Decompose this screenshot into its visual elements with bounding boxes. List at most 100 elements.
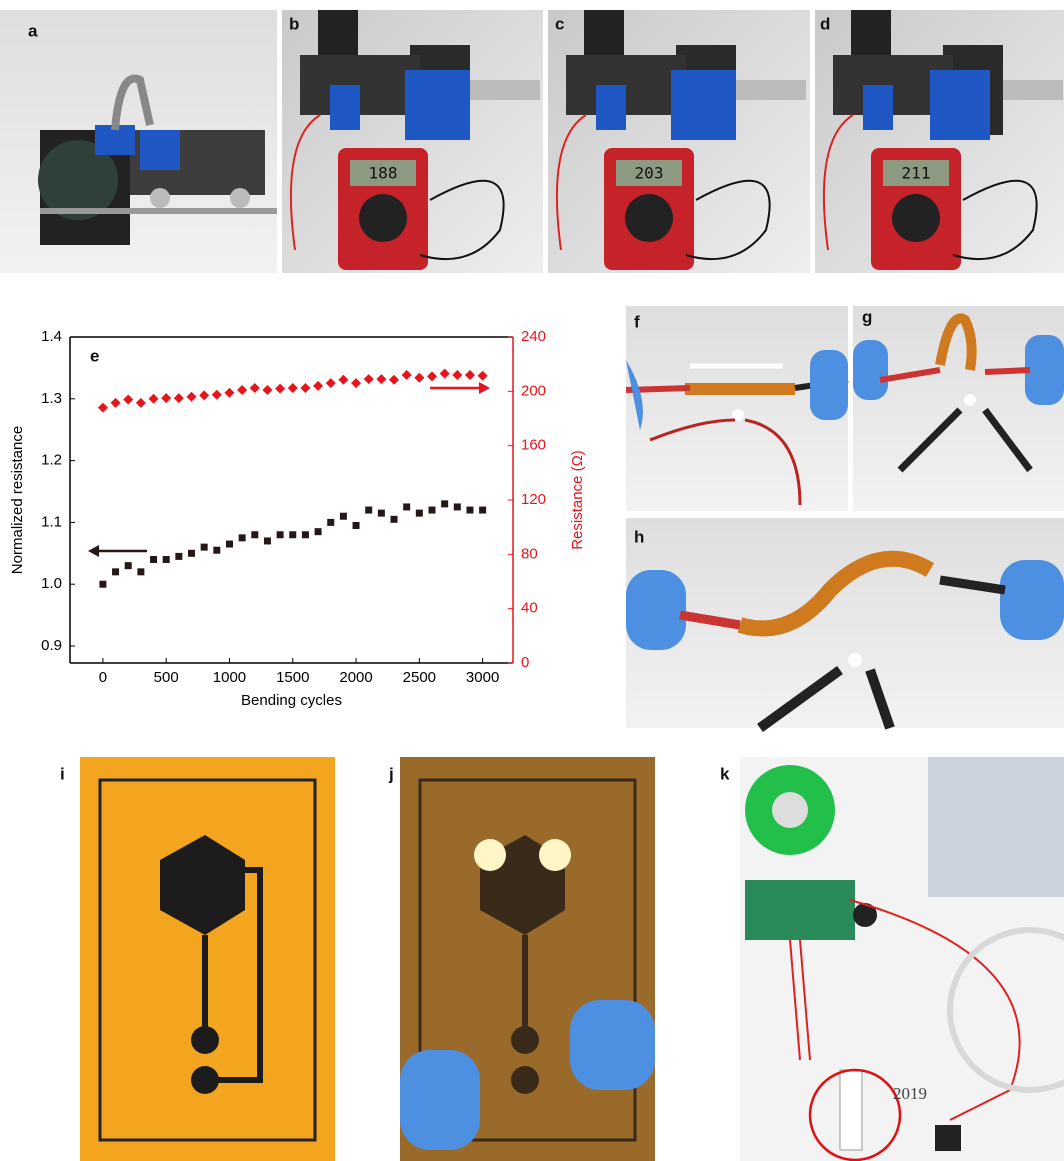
photo-i [80, 757, 335, 1161]
data-point [440, 369, 450, 379]
data-point [353, 522, 360, 529]
y2-tick-label: 240 [521, 328, 546, 345]
photo-text: 2019 [893, 1084, 927, 1103]
data-point [237, 385, 247, 395]
data-point [338, 375, 348, 385]
data-point [364, 374, 374, 384]
axis-arrow [88, 545, 99, 557]
y2-tick-label: 80 [521, 545, 538, 562]
data-point [137, 568, 144, 575]
panel-label: b [289, 14, 299, 33]
y-axis-label: Normalized resistance [9, 426, 26, 574]
panel-label: k [720, 764, 730, 783]
panel-label: j [388, 764, 394, 783]
x-tick-label: 1500 [276, 669, 309, 686]
panel-label: a [28, 21, 38, 40]
data-point [125, 562, 132, 569]
data-point [175, 553, 182, 560]
data-point [466, 507, 473, 514]
data-point [199, 390, 209, 400]
data-point [212, 390, 222, 400]
data-point [174, 393, 184, 403]
y2-tick-label: 200 [521, 382, 546, 399]
data-point [251, 531, 258, 538]
y-tick-label: 1.3 [41, 390, 62, 407]
y-tick-label: 1.4 [41, 328, 62, 345]
data-point [201, 544, 208, 551]
data-point [213, 547, 220, 554]
data-point [326, 378, 336, 388]
panel-label: c [555, 14, 564, 33]
data-point [478, 371, 488, 381]
data-point [224, 388, 234, 398]
data-point [98, 403, 108, 413]
data-point [123, 394, 133, 404]
data-point [262, 385, 272, 395]
data-point [389, 375, 399, 385]
data-point [391, 516, 398, 523]
data-point [112, 568, 119, 575]
data-point [150, 556, 157, 563]
y2-tick-label: 160 [521, 437, 546, 454]
x-tick-label: 0 [99, 669, 107, 686]
data-point [300, 383, 310, 393]
data-point [414, 373, 424, 383]
x-tick-label: 500 [154, 669, 179, 686]
data-point [149, 394, 159, 404]
panel-label: d [820, 14, 830, 33]
data-point [264, 537, 271, 544]
panel-label: h [634, 527, 644, 546]
data-point [402, 370, 412, 380]
panel-label: g [862, 307, 872, 326]
y-tick-label: 1.0 [41, 575, 62, 592]
photo-h [626, 518, 1064, 728]
data-point [452, 370, 462, 380]
y-tick-label: 1.2 [41, 452, 62, 469]
data-point [327, 519, 334, 526]
data-point [250, 383, 260, 393]
data-point [315, 528, 322, 535]
y2-tick-label: 40 [521, 600, 538, 617]
meter-reading: 188 [369, 164, 398, 183]
data-point [239, 534, 246, 541]
figure: 188 203 211 [0, 0, 1064, 1161]
meter-reading: 203 [635, 164, 664, 183]
photo-f [626, 306, 848, 511]
x-tick-label: 3000 [466, 669, 499, 686]
data-point [226, 541, 233, 548]
data-point [313, 381, 323, 391]
photo-b [282, 10, 543, 273]
data-point [365, 507, 372, 514]
data-point [441, 500, 448, 507]
photo-c [548, 10, 810, 273]
data-point [428, 507, 435, 514]
y2-tick-label: 0 [521, 654, 529, 671]
data-point [275, 384, 285, 394]
y-tick-label: 1.1 [41, 513, 62, 530]
x-tick-label: 2500 [403, 669, 436, 686]
photo-a [0, 10, 277, 273]
data-point [302, 531, 309, 538]
data-point [163, 556, 170, 563]
panel-label: i [60, 764, 65, 783]
photo-d [815, 10, 1064, 273]
data-point [136, 398, 146, 408]
data-point [403, 503, 410, 510]
data-point [289, 531, 296, 538]
x-tick-label: 2000 [339, 669, 372, 686]
data-point [111, 398, 121, 408]
photo-j [400, 757, 655, 1161]
data-point [376, 374, 386, 384]
panel-label: e [90, 346, 99, 365]
data-point [288, 383, 298, 393]
photo-g [853, 306, 1064, 511]
x-tick-label: 1000 [213, 669, 246, 686]
axis-arrow [479, 382, 490, 394]
data-point [188, 550, 195, 557]
data-point [416, 510, 423, 517]
panel-label: f [634, 312, 640, 331]
data-point [187, 392, 197, 402]
y-tick-label: 0.9 [41, 637, 62, 654]
data-point [351, 378, 361, 388]
